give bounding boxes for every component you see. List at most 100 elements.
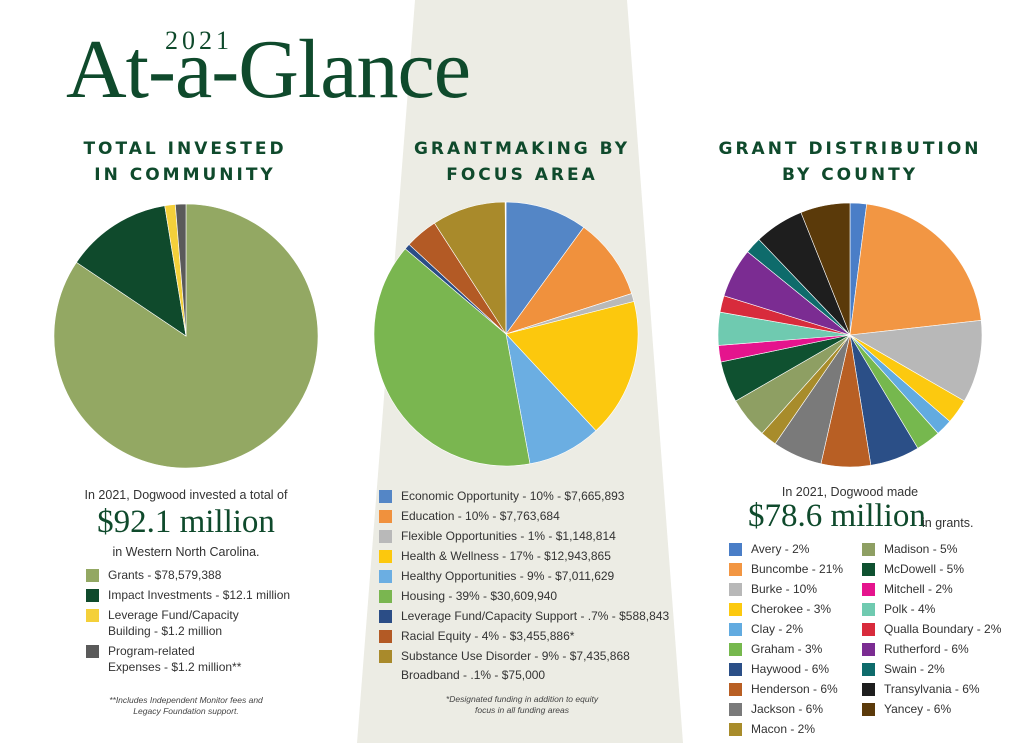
legend-swatch xyxy=(729,703,742,716)
heading-line: BY COUNTY xyxy=(781,165,919,185)
legend-label: Yancey - 6% xyxy=(884,702,952,716)
legend-label: Housing - 39% - $30,609,940 xyxy=(401,589,558,603)
legend-item: Graham - 3% xyxy=(729,642,843,656)
legend-label: Substance Use Disorder - 9% - $7,435,868 xyxy=(401,649,630,663)
pie-slice-health-wellness xyxy=(505,301,639,432)
legend-item: Program-related Expenses - $1.2 million** xyxy=(86,644,290,674)
legend-item: Impact Investments - $12.1 million xyxy=(86,588,290,602)
heading-line: GRANT DISTRIBUTION xyxy=(718,139,982,159)
legend-swatch xyxy=(379,490,392,503)
legend-label: Expenses - $1.2 million** xyxy=(108,660,242,674)
legend-swatch xyxy=(729,723,742,736)
legend-label: Polk - 4% xyxy=(884,602,936,616)
legend-swatch xyxy=(86,645,99,658)
footnote-focus-area: *Designated funding in addition to equit… xyxy=(382,694,662,716)
heading-line: TOTAL INVESTED xyxy=(83,139,287,159)
legend-label: Transylvania - 6% xyxy=(884,682,980,696)
legend-item: Grants - $78,579,388 xyxy=(86,568,290,582)
legend-item: Henderson - 6% xyxy=(729,682,843,696)
legend-item: Jackson - 6% xyxy=(729,702,843,716)
footnote-line: *Designated funding in addition to equit… xyxy=(445,694,599,704)
legend-label: Graham - 3% xyxy=(751,642,823,656)
legend-label: Education - 10% - $7,763,684 xyxy=(401,509,560,523)
legend-label: Swain - 2% xyxy=(884,662,945,676)
legend-item: Buncombe - 21% xyxy=(729,562,843,576)
legend-swatch xyxy=(729,683,742,696)
legend-item: McDowell - 5% xyxy=(862,562,1001,576)
legend-item: Health & Wellness - 17% - $12,943,865 xyxy=(379,549,669,563)
legend-item: Flexible Opportunities - 1% - $1,148,814 xyxy=(379,529,669,543)
legend-swatch xyxy=(862,563,875,576)
pie-slice-burke xyxy=(849,320,983,402)
legend-label: Buncombe - 21% xyxy=(751,562,844,576)
legend-swatch xyxy=(729,663,742,676)
legend-label: Madison - 5% xyxy=(884,542,958,556)
legend-swatch xyxy=(86,589,99,602)
legend-item: Haywood - 6% xyxy=(729,662,843,676)
legend-swatch xyxy=(379,650,392,663)
legend-item: Economic Opportunity - 10% - $7,665,893 xyxy=(379,489,669,503)
legend-label: Rutherford - 6% xyxy=(884,642,969,656)
legend-swatch xyxy=(862,663,875,676)
pie-slice-broadband xyxy=(504,201,507,335)
heading-county: GRANT DISTRIBUTION BY COUNTY xyxy=(700,136,1000,188)
legend-label: Program-related xyxy=(108,644,195,658)
pie-county xyxy=(717,202,983,468)
heading-total-invested: TOTAL INVESTED IN COMMUNITY xyxy=(55,136,315,188)
legend-swatch xyxy=(729,643,742,656)
pie-focus-area xyxy=(373,201,639,467)
legend-label: Leverage Fund/Capacity Support - .7% - $… xyxy=(401,609,670,623)
legend-label: Building - $1.2 million xyxy=(108,624,223,638)
legend-swatch xyxy=(86,569,99,582)
legend-label: Economic Opportunity - 10% - $7,665,893 xyxy=(401,489,625,503)
legend-item: Clay - 2% xyxy=(729,622,843,636)
legend-item: Polk - 4% xyxy=(862,602,1001,616)
pie-slice-program-related-expenses xyxy=(174,203,187,337)
heading-focus-area: GRANTMAKING BY FOCUS AREA xyxy=(382,136,662,188)
legend-item: Rutherford - 6% xyxy=(862,642,1001,656)
legend-item: Swain - 2% xyxy=(862,662,1001,676)
pie-slice-housing xyxy=(373,248,531,467)
legend-label: Flexible Opportunities - 1% - $1,148,814 xyxy=(401,529,616,543)
legend-item: Qualla Boundary - 2% xyxy=(862,622,1001,636)
title-year: 2021 xyxy=(165,26,233,55)
heading-line: IN COMMUNITY xyxy=(94,165,276,185)
legend-label: Jackson - 6% xyxy=(751,702,824,716)
pie-slice-impact-investments xyxy=(76,205,187,337)
legend-label: McDowell - 5% xyxy=(884,562,965,576)
legend-swatch xyxy=(379,590,392,603)
legend-swatch xyxy=(729,623,742,636)
total-invested-amount: $92.1 million xyxy=(97,504,275,540)
legend-item: Avery - 2% xyxy=(729,542,843,556)
legend-label: Mitchell - 2% xyxy=(884,582,953,596)
legend-label: Healthy Opportunities - 9% - $7,011,629 xyxy=(401,569,615,583)
legend-label: Cherokee - 3% xyxy=(751,602,832,616)
legend-swatch xyxy=(379,610,392,623)
legend-item: Healthy Opportunities - 9% - $7,011,629 xyxy=(379,569,669,583)
legend-item: Madison - 5% xyxy=(862,542,1001,556)
legend-item: Transylvania - 6% xyxy=(862,682,1001,696)
legend-label: Macon - 2% xyxy=(751,722,816,736)
footnote-total-invested: **Includes Independent Monitor fees and … xyxy=(55,695,317,717)
legend-swatch xyxy=(729,583,742,596)
legend-item: Macon - 2% xyxy=(729,722,843,736)
legend-label: Henderson - 6% xyxy=(751,682,838,696)
legend-label: Health & Wellness - 17% - $12,943,865 xyxy=(401,549,611,563)
footnote-line: Legacy Foundation support. xyxy=(133,706,239,716)
legend-county-col2: Madison - 5% McDowell - 5% Mitchell - 2%… xyxy=(862,542,1001,722)
county-intro: In 2021, Dogwood made xyxy=(781,485,919,499)
legend-item: Housing - 39% - $30,609,940 xyxy=(379,589,669,603)
legend-swatch xyxy=(862,643,875,656)
pie-total-invested xyxy=(53,203,319,469)
legend-label: Leverage Fund/Capacity xyxy=(108,608,239,622)
legend-swatch xyxy=(379,510,392,523)
pie-slice-buncombe xyxy=(849,203,982,336)
legend-label: Haywood - 6% xyxy=(751,662,830,676)
legend-item: Racial Equity - 4% - $3,455,886* xyxy=(379,629,669,643)
legend-swatch xyxy=(379,550,392,563)
legend-label: Burke - 10% xyxy=(751,582,818,596)
legend-item: Education - 10% - $7,763,684 xyxy=(379,509,669,523)
legend-county-col1: Avery - 2% Buncombe - 21% Burke - 10% Ch… xyxy=(729,542,843,742)
legend-swatch xyxy=(379,570,392,583)
legend-item: Leverage Fund/Capacity Support - .7% - $… xyxy=(379,609,669,623)
